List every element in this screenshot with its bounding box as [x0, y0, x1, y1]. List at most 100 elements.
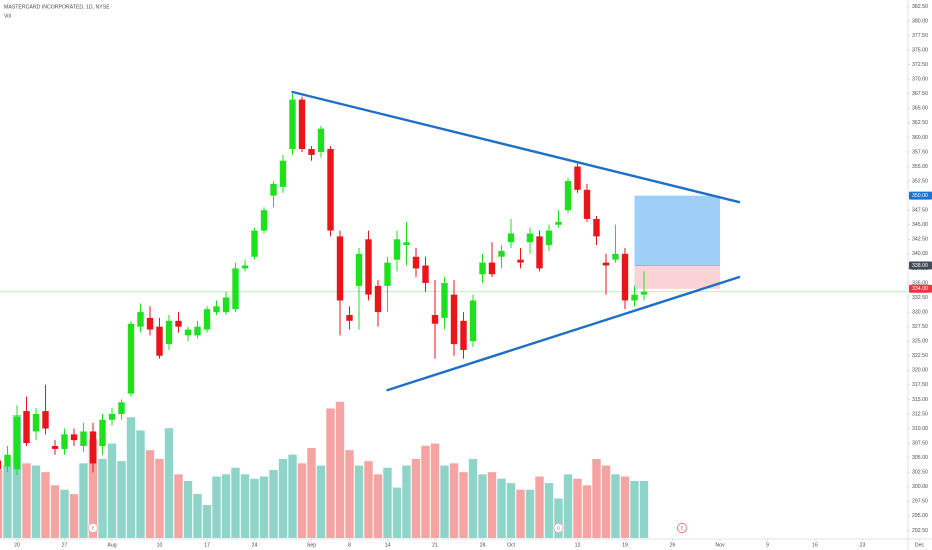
candle-body — [241, 265, 249, 269]
candle-body — [621, 253, 629, 301]
volume-bar — [107, 443, 117, 538]
y-tick-label: 372.50 — [912, 62, 928, 68]
volume-bar — [212, 476, 221, 538]
volume-bar — [155, 458, 164, 538]
y-tick-label: 357.50 — [912, 149, 928, 155]
volume-bar — [430, 443, 440, 538]
volume-bar — [516, 489, 525, 538]
volume-bar — [468, 458, 478, 538]
candle-body — [289, 99, 296, 150]
candle-body — [602, 262, 610, 266]
candle-body — [346, 314, 353, 321]
candle-body — [536, 236, 543, 269]
y-tick-label: 367.50 — [912, 91, 928, 97]
y-tick-label: 332.50 — [912, 295, 928, 301]
trendline-layer — [291, 90, 741, 392]
x-tick-label: 10 — [157, 542, 163, 548]
candle-body — [279, 160, 287, 187]
candle-body — [469, 300, 477, 342]
candle-body — [412, 256, 420, 269]
volume-bar — [79, 463, 88, 538]
trendline — [291, 90, 741, 204]
price-label-box — [909, 284, 932, 293]
y-tick-label: 307.50 — [912, 440, 928, 446]
candle-body — [450, 294, 458, 345]
position-target-zone — [634, 195, 720, 266]
candle-layer — [0, 93, 648, 476]
candle-body — [593, 218, 600, 237]
x-tick-label: 21 — [432, 542, 438, 548]
candle-body — [507, 233, 515, 243]
candle-body — [232, 268, 239, 310]
volume-bar — [544, 483, 554, 538]
position-layer — [634, 195, 720, 289]
candle-body — [384, 262, 391, 286]
volume-bar — [316, 465, 326, 538]
candle-body — [583, 189, 591, 219]
candle-body — [317, 128, 325, 152]
x-tick-label: 14 — [385, 542, 391, 548]
x-tick-label: 23 — [860, 542, 866, 548]
trendline — [386, 275, 741, 392]
x-tick-label: 20 — [14, 542, 20, 548]
y-tick-label: 335.00 — [912, 280, 928, 286]
candle-body — [89, 431, 97, 464]
volume-bar — [392, 487, 402, 538]
volume-bar — [554, 498, 563, 538]
x-tick-label: 28 — [480, 542, 486, 548]
candle-body — [526, 233, 534, 243]
volume-bar — [506, 483, 516, 538]
y-tick-label: 322.50 — [912, 353, 928, 359]
y-tick-label: 342.50 — [912, 237, 928, 243]
volume-bar — [630, 480, 639, 538]
candle-body — [308, 149, 315, 155]
candle-body — [441, 282, 448, 318]
volume-bar — [297, 463, 307, 538]
y-tick-label: 305.00 — [912, 455, 928, 461]
candle-body — [184, 329, 192, 336]
chart-title: MASTERCARD INCORPORATED, 1D, NYSE — [4, 4, 110, 10]
y-tick-label: 330.00 — [912, 309, 928, 315]
volume-bar — [354, 465, 364, 538]
price-label: 338.00 — [912, 263, 928, 269]
candle-body — [631, 294, 638, 301]
candle-body — [431, 314, 439, 324]
y-tick-label: 300.00 — [912, 484, 928, 490]
event-marker — [88, 523, 98, 533]
volume-bar — [250, 478, 259, 538]
candle-body — [260, 210, 268, 231]
candle-body — [336, 236, 344, 301]
event-label: E — [91, 526, 94, 531]
volume-bar — [50, 485, 60, 538]
volume-bar — [126, 417, 136, 538]
candle-body — [80, 431, 87, 447]
y-tick-label: 327.50 — [912, 324, 928, 330]
candle-body — [574, 166, 581, 190]
candle-body — [222, 297, 230, 313]
volume-bar — [145, 450, 155, 538]
volume-bar — [193, 494, 202, 538]
volume-bar — [525, 489, 535, 538]
volume-bar — [221, 474, 231, 538]
price-label: 334.00 — [912, 286, 928, 292]
price-label-box — [909, 191, 932, 200]
candle-body — [298, 99, 306, 150]
volume-bar — [164, 428, 174, 538]
candle-body — [118, 402, 125, 414]
volume-bar — [497, 478, 506, 538]
candle-body — [127, 323, 135, 394]
volume-bar — [582, 485, 592, 538]
volume-bar — [22, 463, 31, 538]
x-tick-label: Oct — [507, 542, 516, 548]
y-tick-label: 345.00 — [912, 222, 928, 228]
volume-bar — [335, 401, 345, 538]
candle-body — [61, 434, 68, 449]
x-tick-label: 24 — [252, 542, 258, 548]
y-tick-label: 320.00 — [912, 368, 928, 374]
volume-bar — [563, 474, 573, 538]
candle-body — [612, 253, 619, 260]
y-tick-label: 312.50 — [912, 411, 928, 417]
x-tick-label: 27 — [62, 542, 68, 548]
candle-body — [251, 230, 258, 257]
